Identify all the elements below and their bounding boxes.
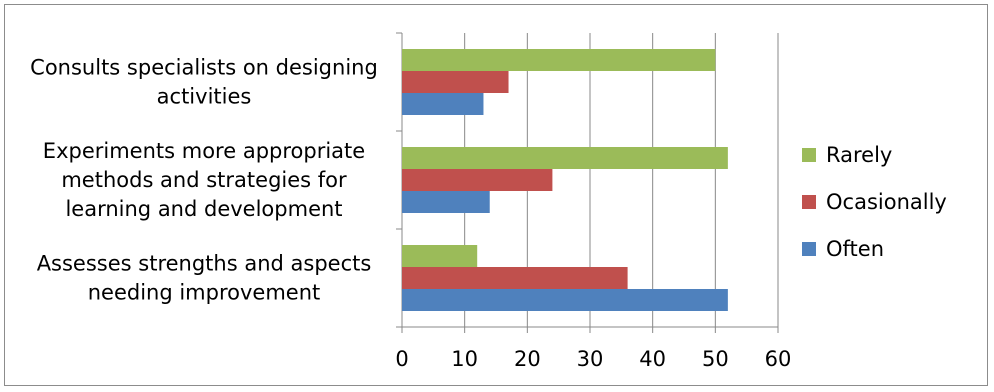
category-label-2: Assesses strengths and aspects needing im…	[37, 252, 372, 305]
bar-often-1	[402, 191, 490, 213]
category-label-line: Assesses strengths and aspects	[37, 252, 372, 276]
bar-rarely-1	[402, 147, 728, 169]
legend-label-rarely: Rarely	[826, 143, 892, 167]
x-tick-label-20: 20	[514, 347, 541, 371]
x-tick-label-10: 10	[451, 347, 478, 371]
category-label-line: Experiments more appropriate	[43, 139, 365, 163]
x-tick-label-0: 0	[395, 347, 408, 371]
category-label-1: Experiments more appropriate methods and …	[43, 139, 365, 221]
x-tick-label-40: 40	[639, 347, 666, 371]
category-label-line: Consults specialists on designing	[30, 56, 378, 80]
legend-label-ocasionally: Ocasionally	[826, 190, 947, 214]
category-label-line: needing improvement	[88, 281, 321, 305]
category-label-0: Consults specialists on designing activit…	[30, 56, 378, 109]
x-tick-label-30: 30	[577, 347, 604, 371]
legend-swatch-rarely	[802, 148, 816, 162]
category-label-line: learning and development	[65, 197, 342, 221]
bar-often-0	[402, 93, 484, 115]
x-tick-label-60: 60	[765, 347, 792, 371]
bar-rarely-0	[402, 49, 716, 71]
bar-ocasionally-1	[402, 169, 553, 191]
x-tick-label-50: 50	[702, 347, 729, 371]
category-label-line: methods and strategies for	[61, 168, 347, 192]
legend-swatch-ocasionally	[802, 195, 816, 209]
bar-ocasionally-0	[402, 71, 509, 93]
legend-swatch-often	[802, 242, 816, 256]
category-label-line: activities	[157, 85, 252, 109]
bar-often-2	[402, 289, 728, 311]
legend-label-often: Often	[826, 237, 884, 261]
bar-rarely-2	[402, 245, 478, 267]
bar-ocasionally-2	[402, 267, 628, 289]
